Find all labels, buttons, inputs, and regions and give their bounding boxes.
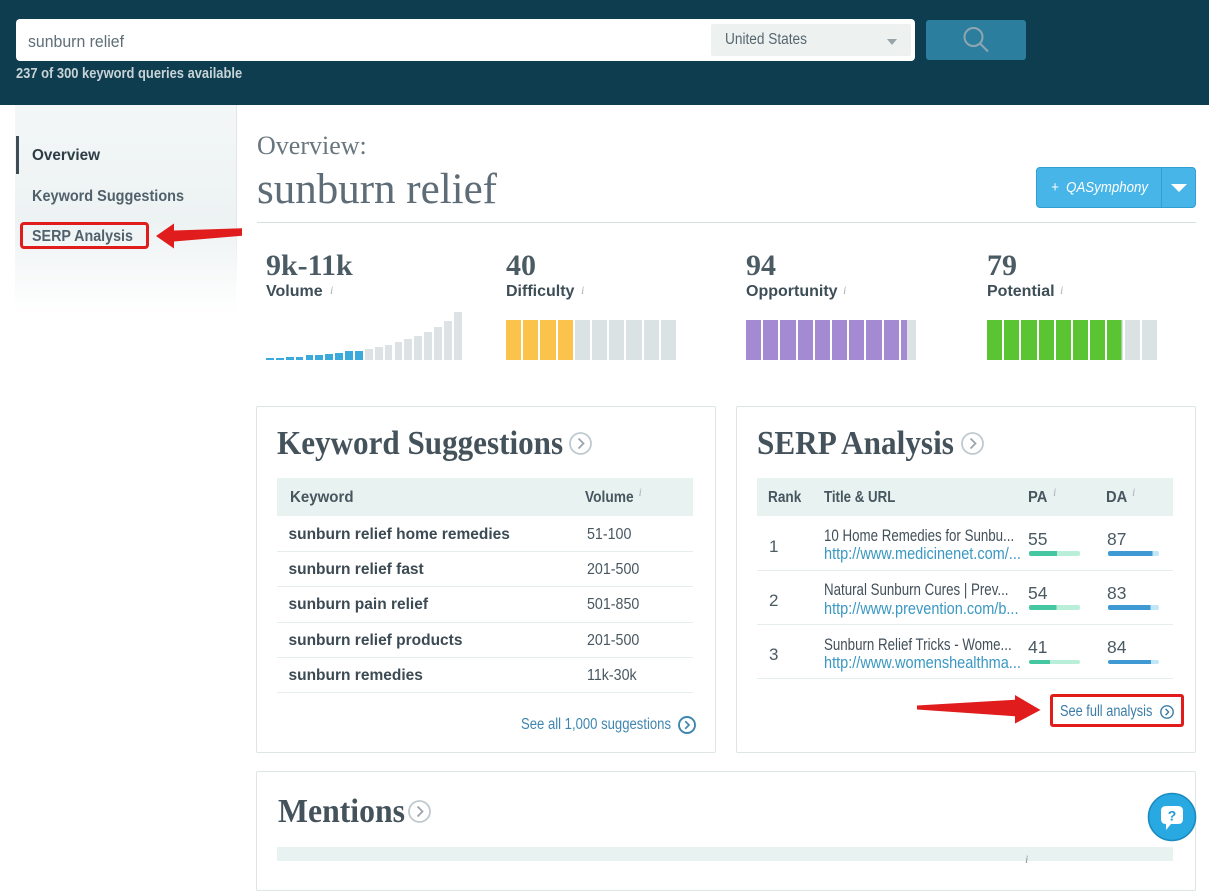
svg-text:?: ? [1168,808,1177,824]
